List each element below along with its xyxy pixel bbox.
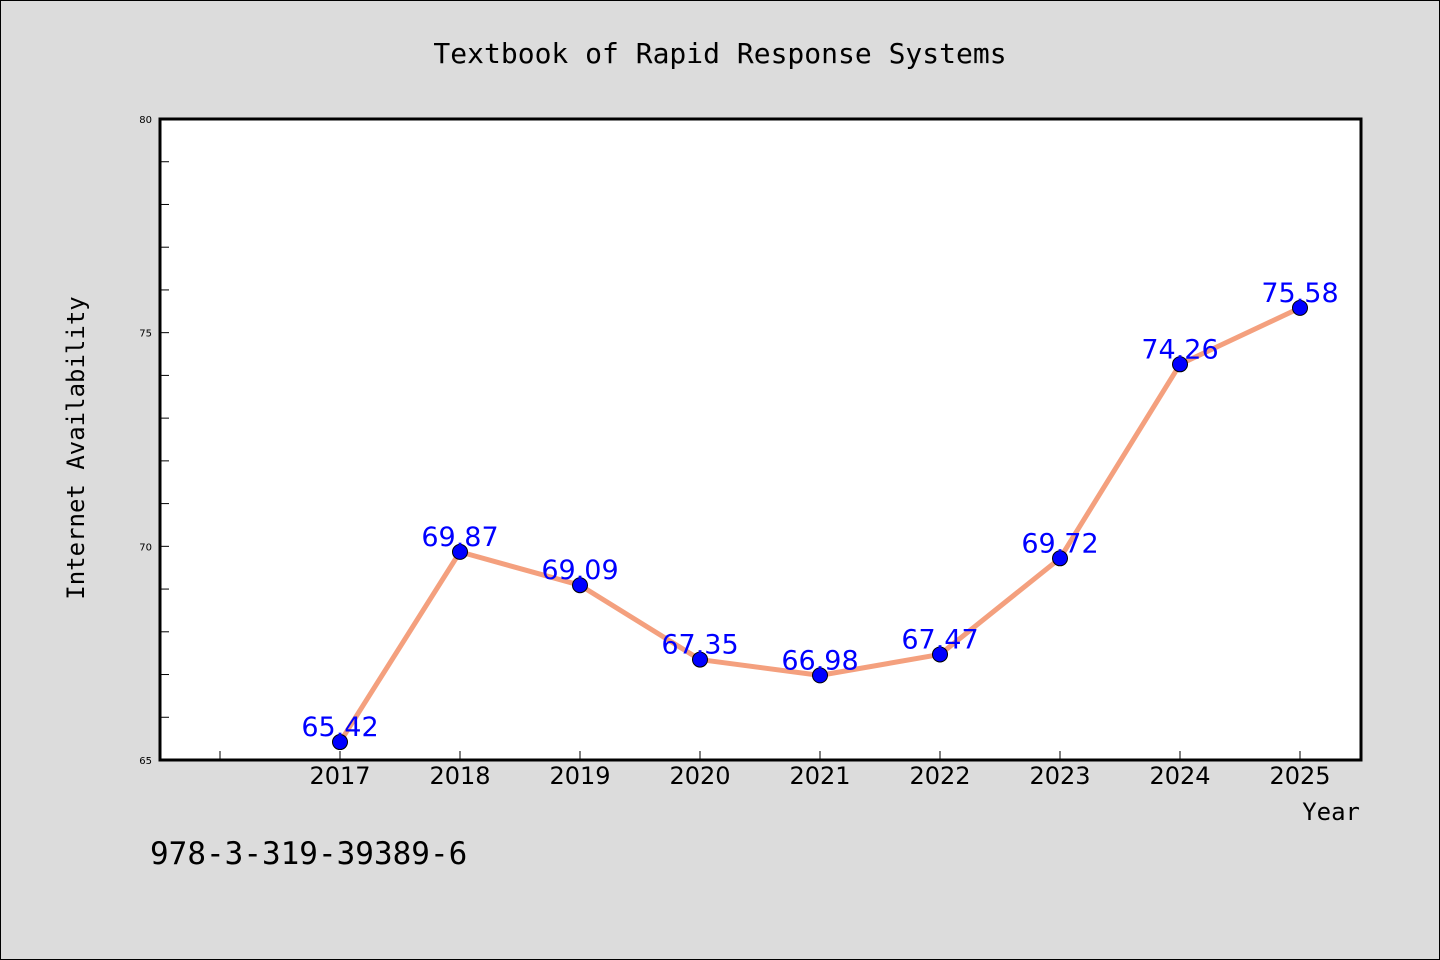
data-point bbox=[452, 543, 468, 560]
y-tick-label: 75 bbox=[139, 329, 152, 340]
x-tick-label: 2017 bbox=[309, 762, 370, 790]
y-tick-label: 65 bbox=[139, 756, 152, 767]
x-axis-label: Year bbox=[1302, 798, 1360, 826]
data-label: 65.42 bbox=[301, 712, 378, 743]
x-tick-label: 2024 bbox=[1149, 762, 1210, 790]
x-tick-label: 2020 bbox=[669, 762, 730, 790]
data-label: 69.72 bbox=[1021, 528, 1098, 559]
data-point bbox=[1052, 550, 1068, 567]
data-label: 69.87 bbox=[421, 522, 498, 553]
data-point bbox=[1292, 299, 1308, 316]
data-point bbox=[932, 646, 948, 663]
x-tick-label: 2018 bbox=[429, 762, 490, 790]
y-tick-label: 80 bbox=[139, 115, 152, 126]
y-axis-label: Internet Availability bbox=[62, 296, 90, 599]
data-point bbox=[812, 667, 828, 684]
x-tick-label: 2025 bbox=[1269, 762, 1330, 790]
chart-title: Textbook of Rapid Response Systems bbox=[433, 37, 1006, 70]
x-tick-label: 2021 bbox=[789, 762, 850, 790]
y-tick-label: 70 bbox=[139, 542, 152, 553]
data-label: 67.47 bbox=[901, 624, 978, 655]
data-label: 74.26 bbox=[1141, 334, 1218, 365]
isbn-text: 978-3-319-39389-6 bbox=[150, 836, 467, 872]
x-tick-label: 2022 bbox=[909, 762, 970, 790]
data-label: 66.98 bbox=[781, 645, 858, 676]
data-label: 67.35 bbox=[661, 630, 738, 661]
data-label: 75.58 bbox=[1261, 278, 1338, 309]
data-point bbox=[332, 734, 348, 751]
y-axis: 65 70 75 80 bbox=[139, 115, 169, 767]
x-tick-label: 2019 bbox=[549, 762, 610, 790]
data-label: 69.09 bbox=[541, 555, 618, 586]
series-group: 65.42 69.87 69.09 67.35 66.98 67.47 69.72 74.26… bbox=[301, 278, 1339, 751]
data-point bbox=[1172, 356, 1188, 373]
data-point bbox=[572, 577, 588, 594]
x-tick-label: 2023 bbox=[1029, 762, 1090, 790]
x-axis: 2017 2018 2019 2020 2021 2022 2023 2024 2025 bbox=[219, 751, 1331, 790]
plot-area bbox=[158, 117, 1363, 762]
data-point bbox=[692, 651, 708, 668]
